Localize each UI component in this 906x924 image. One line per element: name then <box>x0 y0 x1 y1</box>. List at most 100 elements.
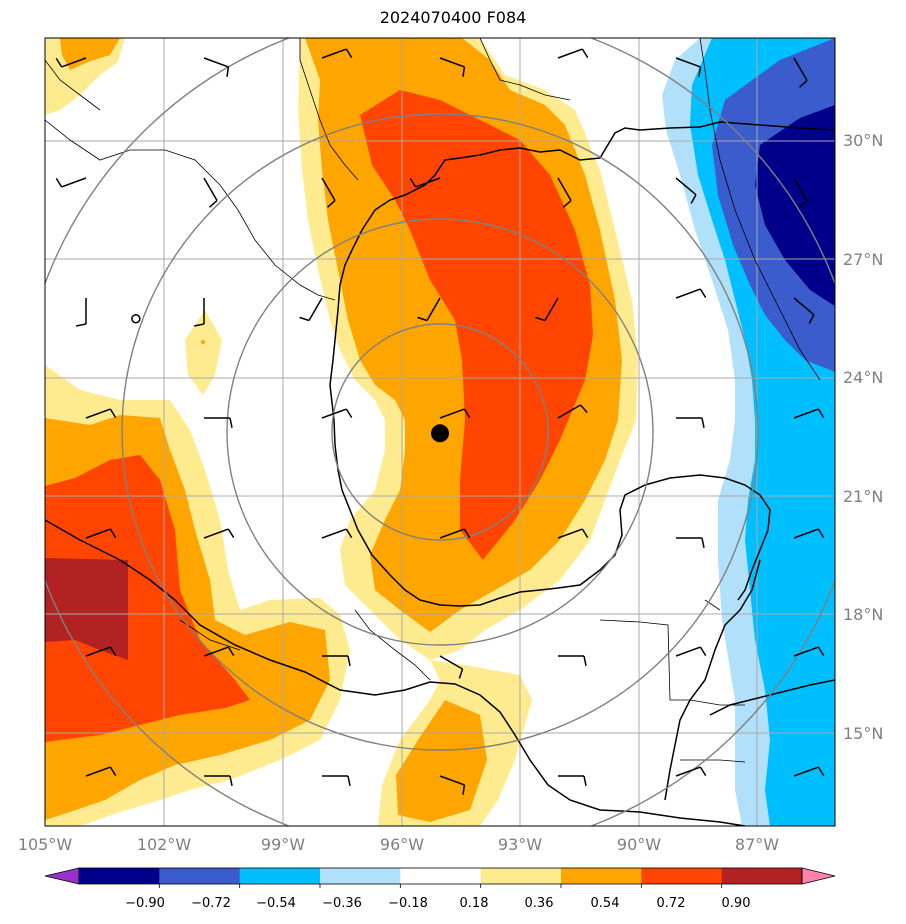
wind-barb <box>675 766 707 777</box>
wind-barb <box>85 766 117 777</box>
border-guatemala <box>599 619 690 701</box>
wind-barb <box>203 528 235 539</box>
range-ring-1 <box>331 323 549 541</box>
storm-center-marker <box>431 424 449 443</box>
lat-label: 15°N <box>843 724 883 743</box>
lon-label: 96°W <box>380 835 424 854</box>
colorbar-swatch <box>239 868 321 884</box>
wind-barbs <box>55 48 825 795</box>
wind-barb <box>676 537 705 548</box>
contour-orange-south <box>396 700 487 822</box>
latitude-labels: 30°N 27°N 24°N 21°N 18°N 15°N <box>843 131 883 743</box>
wind-barb <box>558 655 587 666</box>
border-honduras <box>689 699 745 706</box>
wind-barb <box>321 177 336 208</box>
colorbar-label: −0.18 <box>388 896 428 911</box>
contour-darkred-west <box>45 558 128 660</box>
small-circle-marker <box>131 314 141 324</box>
wind-barb <box>409 177 441 188</box>
border-us-mexico <box>45 119 336 301</box>
positive-contours <box>298 38 638 660</box>
colorbar-swatch <box>721 868 803 884</box>
wind-barb <box>203 57 230 77</box>
wind-barb <box>322 775 351 786</box>
colorbar-extend-high <box>801 867 836 885</box>
lon-label: 87°W <box>735 835 779 854</box>
graticule <box>45 38 835 826</box>
range-ring-2 <box>226 218 654 646</box>
colorbar-label: 0.18 <box>460 896 489 911</box>
negative-contours <box>662 38 835 826</box>
border-state <box>299 38 359 181</box>
wind-barb <box>557 528 589 539</box>
border-nicaragua <box>680 759 746 763</box>
colorbar-label: −0.72 <box>191 896 231 911</box>
colorbar-swatch <box>159 868 241 884</box>
lat-label: 18°N <box>843 605 883 624</box>
wind-barb <box>55 177 87 188</box>
contour-orange-tiny <box>201 340 205 344</box>
wind-barb <box>793 528 825 539</box>
wind-barb <box>793 646 825 657</box>
colorbar-swatch <box>400 868 482 884</box>
contour-red-gulf <box>360 90 593 560</box>
colorbar-swatches <box>44 867 836 885</box>
colorbar-swatch <box>561 868 642 884</box>
contour-red-west <box>45 455 250 742</box>
colorbar-swatch <box>641 868 723 884</box>
lon-label: 105°W <box>18 835 73 854</box>
colorbar-ticks <box>158 884 723 888</box>
wind-barb <box>439 775 466 795</box>
colorbar: −0.90 −0.72 −0.54 −0.36 −0.18 0.18 0.36 … <box>44 867 836 911</box>
wind-barb <box>675 57 702 77</box>
lat-label: 21°N <box>843 487 883 506</box>
contour-navy <box>755 105 835 306</box>
wind-barb <box>322 655 351 666</box>
wind-barb <box>558 775 587 786</box>
colorbar-label: −0.54 <box>256 896 296 911</box>
border-mexico-internal-2 <box>179 619 241 651</box>
coastline-us-gulf <box>329 121 835 607</box>
wind-barb <box>675 288 707 299</box>
wind-barb <box>203 177 218 208</box>
wind-barb <box>557 404 588 419</box>
wind-barb <box>76 298 87 327</box>
wind-barb <box>321 48 353 59</box>
wind-barb <box>793 408 825 419</box>
colorbar-swatch <box>320 868 401 884</box>
wind-barb <box>557 48 589 59</box>
lon-label: 102°W <box>137 835 192 854</box>
map-title: 2024070400 F084 <box>379 8 527 27</box>
wind-barb <box>85 408 117 419</box>
wind-barb <box>557 177 572 208</box>
colorbar-label: −0.36 <box>322 896 362 911</box>
map-panel <box>45 38 835 826</box>
wind-barb <box>439 408 471 419</box>
lat-label: 27°N <box>843 250 883 269</box>
wind-barb <box>439 57 466 77</box>
wind-barb <box>793 177 808 208</box>
wind-barb <box>194 298 205 327</box>
wind-barb <box>535 297 559 322</box>
border-belize-mexico <box>704 599 721 611</box>
border-mexico-west <box>45 59 101 111</box>
colorbar-label: 0.72 <box>657 896 686 911</box>
lat-label: 24°N <box>843 368 883 387</box>
wind-barb <box>793 766 825 777</box>
colorbar-label: 0.90 <box>722 896 751 911</box>
longitude-labels: 105°W 102°W 99°W 96°W 93°W 90°W 87°W <box>18 835 779 854</box>
lon-label: 99°W <box>261 835 305 854</box>
wind-barb <box>204 775 233 786</box>
wind-barb <box>55 57 87 68</box>
coastline-yucatan-east <box>664 559 761 801</box>
wind-barb <box>675 177 697 204</box>
colorbar-swatch <box>79 868 160 884</box>
lat-label: 30°N <box>843 131 883 150</box>
wind-barb <box>321 408 353 419</box>
positive-contours-west <box>45 38 350 826</box>
wind-barb <box>793 57 808 88</box>
colorbar-extend-low <box>44 867 80 885</box>
colorbar-label: 0.36 <box>525 896 554 911</box>
wind-barb <box>321 528 353 539</box>
